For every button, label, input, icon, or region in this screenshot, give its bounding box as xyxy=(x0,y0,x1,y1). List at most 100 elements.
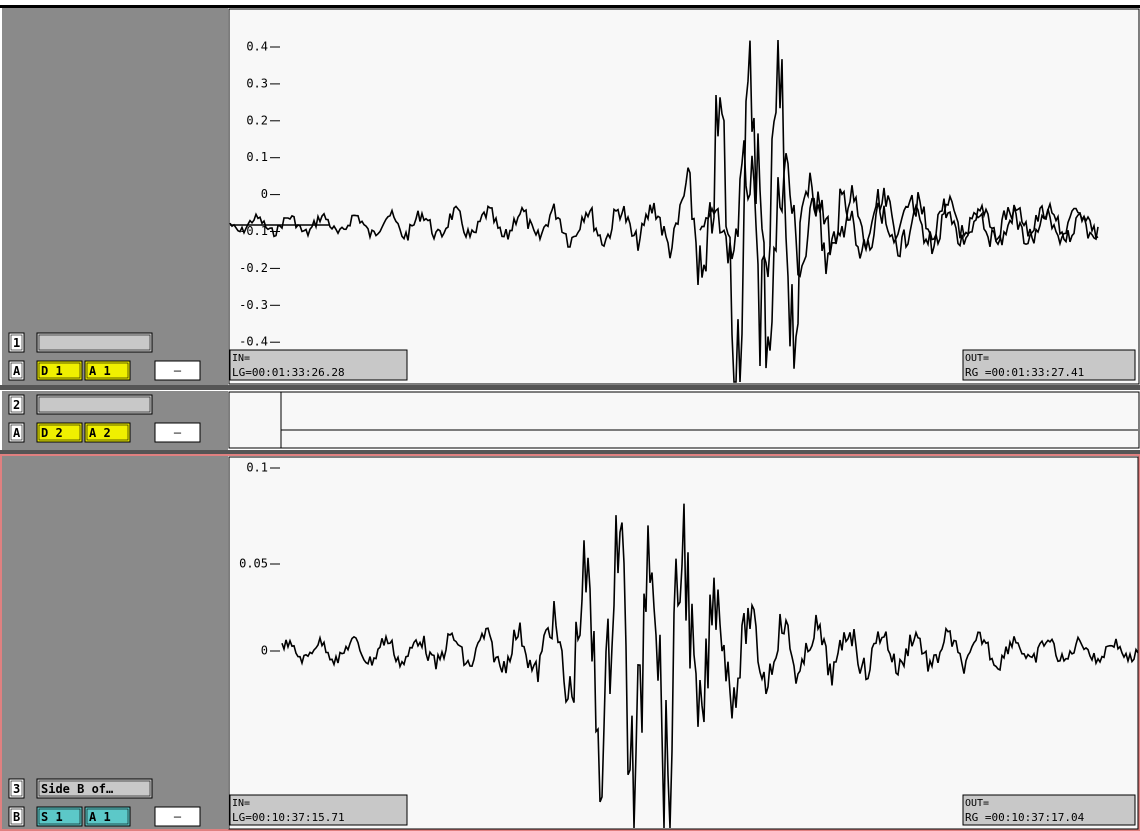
route-button-label: A 1 xyxy=(89,810,111,824)
plot-area xyxy=(228,391,1140,449)
track-name-box xyxy=(36,394,153,415)
track-name-inner xyxy=(38,334,151,351)
y-tick-label: 0.05 xyxy=(239,557,268,571)
y-tick-label: -0.1 xyxy=(239,224,268,238)
track-name-inner xyxy=(38,396,151,413)
route-button-label: D 2 xyxy=(41,426,63,440)
minus-button[interactable]: – xyxy=(154,360,201,381)
channel-box xyxy=(8,806,25,827)
track-name-inner xyxy=(38,780,151,797)
waveform xyxy=(281,503,1139,829)
channel[interactable]: A xyxy=(8,360,25,381)
in-box xyxy=(229,794,408,826)
minus-box xyxy=(154,422,201,443)
y-tick-label: -0.2 xyxy=(239,261,268,275)
route-button-inner xyxy=(86,808,129,825)
y-tick-label: 0 xyxy=(261,187,268,201)
waveforms xyxy=(229,39,1139,829)
channel-label: A xyxy=(13,426,21,440)
track-number: 1 xyxy=(8,332,25,353)
track-name-box xyxy=(36,778,153,799)
y-tick-label: -0.4 xyxy=(239,335,268,349)
in-box xyxy=(229,349,408,381)
route-button[interactable]: A 2 xyxy=(84,422,131,443)
track-number-label: 1 xyxy=(13,336,20,350)
route-button[interactable]: A 1 xyxy=(84,806,131,827)
track-number-box xyxy=(8,332,25,353)
y-tick-label: 0.1 xyxy=(246,150,268,164)
track-panel xyxy=(2,456,228,829)
route-button-box xyxy=(36,360,83,381)
top-border xyxy=(0,5,1140,8)
selected-border xyxy=(0,454,1140,831)
route-button-box xyxy=(36,422,83,443)
track-name-box xyxy=(36,332,153,353)
in-time: LG=00:10:37:15.71 xyxy=(232,811,345,824)
track-panel xyxy=(2,8,228,385)
track-number-box xyxy=(8,394,25,415)
track-number-inner xyxy=(10,780,23,797)
channel[interactable]: A xyxy=(8,422,25,443)
route-button-box xyxy=(84,422,131,443)
track-number-label: 3 xyxy=(13,782,20,796)
y-tick-label: 0.1 xyxy=(246,461,268,475)
track-name[interactable] xyxy=(36,394,153,415)
route-button-label: D 1 xyxy=(41,364,63,378)
route-button[interactable]: S 1 xyxy=(36,806,83,827)
track-name[interactable]: Side B of… xyxy=(36,778,153,799)
channel-inner xyxy=(10,362,23,379)
route-button-box xyxy=(84,806,131,827)
separator xyxy=(0,450,1140,454)
minus-label: – xyxy=(174,364,182,378)
track-number: 3 xyxy=(8,778,25,799)
route-button[interactable]: D 2 xyxy=(36,422,83,443)
route-button-box xyxy=(84,360,131,381)
out-box xyxy=(962,794,1136,826)
minus-button[interactable]: – xyxy=(154,806,201,827)
out-time: RG =00:10:37:17.04 xyxy=(965,811,1085,824)
minus-box xyxy=(154,806,201,827)
track-number-box xyxy=(8,778,25,799)
channel[interactable]: B xyxy=(8,806,25,827)
route-button-inner xyxy=(38,362,81,379)
route-button-label: A 2 xyxy=(89,426,111,440)
waveform xyxy=(699,39,1099,369)
route-button-inner xyxy=(86,424,129,441)
separator xyxy=(0,385,1140,390)
out-label: OUT= xyxy=(965,353,989,364)
route-button-label: A 1 xyxy=(89,364,111,378)
in-time: LG=00:01:33:26.28 xyxy=(232,366,345,379)
route-button[interactable]: D 1 xyxy=(36,360,83,381)
track-name-label: Side B of… xyxy=(41,782,113,796)
route-button-inner xyxy=(86,362,129,379)
out-time: RG =00:01:33:27.41 xyxy=(965,366,1084,379)
y-tick-label: -0.3 xyxy=(239,298,268,312)
channel-box xyxy=(8,422,25,443)
route-button-inner xyxy=(38,424,81,441)
in-label: IN= xyxy=(232,798,250,809)
track-name[interactable] xyxy=(36,332,153,353)
y-tick-label: 0.4 xyxy=(246,40,268,54)
route-button[interactable]: A 1 xyxy=(84,360,131,381)
channel-label: B xyxy=(13,810,20,824)
channel-label: A xyxy=(13,364,21,378)
route-button-inner xyxy=(38,808,81,825)
track-number-inner xyxy=(10,334,23,351)
out-label: OUT= xyxy=(965,798,989,809)
channel-box xyxy=(8,360,25,381)
waveform xyxy=(229,40,1099,383)
minus-label: – xyxy=(174,810,182,824)
out-box xyxy=(962,349,1136,381)
track-number-label: 2 xyxy=(13,398,20,412)
in-label: IN= xyxy=(232,353,250,364)
y-tick-label: 0.3 xyxy=(246,76,268,90)
y-tick-label: 0 xyxy=(261,644,268,658)
minus-button[interactable]: – xyxy=(154,422,201,443)
channel-inner xyxy=(10,424,23,441)
track-number: 2 xyxy=(8,394,25,415)
route-button-box xyxy=(36,806,83,827)
y-tick-label: 0.2 xyxy=(246,113,268,127)
minus-box xyxy=(154,360,201,381)
minus-label: – xyxy=(174,426,182,440)
